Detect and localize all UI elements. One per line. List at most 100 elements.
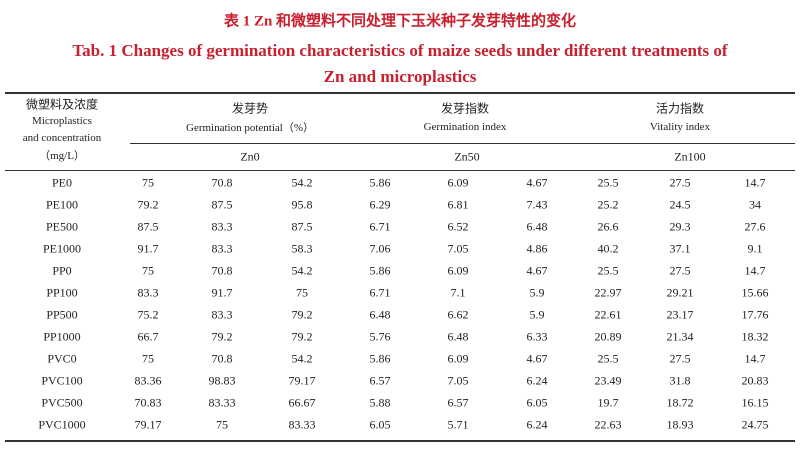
table-cell: 6.09 (447, 351, 469, 366)
table-cell: 83.3 (211, 307, 233, 322)
table-cell: 83.3 (211, 219, 233, 234)
table-cell: 70.8 (211, 263, 233, 278)
table-cell: 5.86 (369, 175, 391, 190)
table-cell: 6.09 (447, 263, 469, 278)
table-cell: 6.24 (526, 373, 548, 388)
table-cell: 37.1 (669, 241, 691, 256)
table-cell: 79.2 (211, 329, 233, 344)
table-cell: 70.8 (211, 175, 233, 190)
table-cell: 75 (142, 175, 154, 190)
table-cell: 14.7 (744, 263, 766, 278)
header-bottom-rule (5, 170, 795, 171)
table-cell: 5.86 (369, 351, 391, 366)
table-cell: 18.72 (666, 395, 694, 410)
table-title-cn: 表 1 Zn 和微塑料不同处理下玉米种子发芽特性的变化 (223, 13, 577, 30)
table-cell: 79.17 (134, 417, 162, 432)
table-cell: 6.52 (447, 219, 469, 234)
table-cell: 6.33 (526, 329, 548, 344)
table-cell: 4.86 (526, 241, 548, 256)
table-cell: 6.05 (526, 395, 548, 410)
row-label: PVC0 (47, 351, 77, 366)
table-cell: 15.66 (741, 285, 769, 300)
table-cell: 4.67 (526, 351, 548, 366)
table-cell: 5.71 (447, 417, 469, 432)
group-header-cn: 发芽势 (231, 101, 269, 116)
subgroup-header: Zn100 (674, 149, 706, 164)
group-header-en: Vitality index (649, 121, 711, 133)
table-cell: 29.21 (666, 285, 694, 300)
table-cell: 75 (216, 417, 228, 432)
table-cell: 24.75 (741, 417, 769, 432)
table-cell: 14.7 (744, 351, 766, 366)
table-cell: 22.61 (594, 307, 622, 322)
subgroup-header: Zn50 (454, 149, 480, 164)
table-cell: 6.57 (447, 395, 469, 410)
table-cell: 91.7 (211, 285, 233, 300)
table-cell: 98.83 (208, 373, 236, 388)
row-label: PP500 (46, 307, 78, 322)
table-cell: 24.5 (669, 197, 691, 212)
table-cell: 9.1 (747, 241, 763, 256)
table-cell: 7.1 (450, 285, 466, 300)
table-cell: 22.97 (594, 285, 622, 300)
table-cell: 22.63 (594, 417, 622, 432)
table-cell: 70.8 (211, 351, 233, 366)
table-cell: 7.05 (447, 373, 469, 388)
table-cell: 95.8 (291, 197, 313, 212)
row-label: PE500 (45, 219, 79, 234)
table-cell: 7.06 (369, 241, 391, 256)
table-cell: 25.5 (597, 263, 619, 278)
table-cell: 25.5 (597, 175, 619, 190)
row-label: PP100 (46, 285, 78, 300)
table-cell: 54.2 (291, 263, 313, 278)
table-cell: 83.33 (208, 395, 236, 410)
row-label: PE1000 (42, 241, 82, 256)
table-cell: 4.67 (526, 175, 548, 190)
table-cell: 66.7 (137, 329, 159, 344)
table-cell: 87.5 (211, 197, 233, 212)
table-cell: 83.36 (134, 373, 162, 388)
table-cell: 75 (142, 263, 154, 278)
table-cell: 83.3 (211, 241, 233, 256)
row-label: PP1000 (43, 329, 81, 344)
row-label-header: Microplastics (32, 115, 92, 127)
table-cell: 31.8 (669, 373, 691, 388)
table-cell: 83.3 (137, 285, 159, 300)
table-cell: 75 (142, 351, 154, 366)
table-cell: 20.83 (741, 373, 769, 388)
table-cell: 14.7 (744, 175, 766, 190)
table-cell: 5.76 (369, 329, 391, 344)
table-cell: 34 (749, 197, 761, 212)
table-cell: 5.9 (529, 285, 545, 300)
table-cell: 5.86 (369, 263, 391, 278)
subgroup-header: Zn0 (240, 149, 260, 164)
table-cell: 58.3 (291, 241, 313, 256)
table-cell: 23.49 (594, 373, 622, 388)
table-cell: 40.2 (597, 241, 619, 256)
table-cell: 87.5 (137, 219, 159, 234)
table-cell: 18.93 (666, 417, 694, 432)
table-cell: 6.48 (447, 329, 469, 344)
table-cell: 4.67 (526, 263, 548, 278)
table-cell: 83.33 (288, 417, 316, 432)
table-cell: 6.48 (526, 219, 548, 234)
table-cell: 25.5 (597, 351, 619, 366)
table-cell: 16.15 (741, 395, 769, 410)
group-header-en: Germination potential（%） (186, 122, 314, 134)
header-rule (130, 143, 795, 144)
table-cell: 29.3 (669, 219, 691, 234)
group-header-en: Germination index (423, 121, 507, 133)
table-cell: 26.6 (597, 219, 619, 234)
table-cell: 54.2 (291, 351, 313, 366)
bottom-rule (5, 440, 795, 442)
row-label: PE0 (51, 175, 73, 190)
table-cell: 6.71 (369, 285, 391, 300)
table-cell: 27.5 (669, 175, 691, 190)
table-cell: 79.17 (288, 373, 316, 388)
table-cell: 79.2 (137, 197, 159, 212)
row-label: PVC100 (41, 373, 83, 388)
row-label: PVC1000 (38, 417, 86, 432)
row-label: PE100 (45, 197, 79, 212)
table-cell: 17.76 (741, 307, 769, 322)
table-cell: 18.32 (741, 329, 769, 344)
